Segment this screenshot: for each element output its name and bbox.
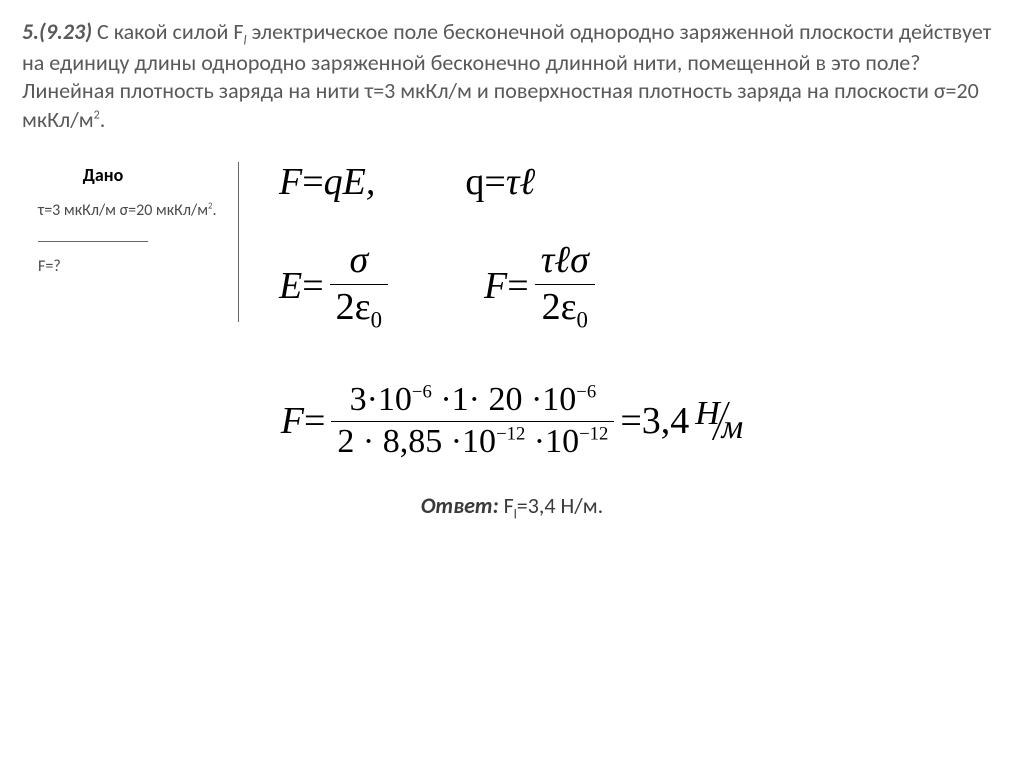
vertical-divider	[238, 162, 239, 322]
answer-label: Ответ:	[421, 492, 499, 519]
problem-statement: 5.(9.23) С какой силой Fl электрическое …	[22, 18, 1002, 134]
unit-fraction: Н ∕ м	[695, 395, 743, 447]
formula-row-1: F = qE, q = τℓ	[279, 160, 1002, 204]
given-separator	[38, 241, 148, 242]
formula-E: E = σ 2ε0	[279, 238, 394, 334]
solution-area: Дано τ=3 мкКл/м σ=20 мкКл/м2. F=? F = qE…	[22, 160, 1002, 368]
formula-row-2: E = σ 2ε0 F = τℓσ 2ε0	[279, 238, 1002, 334]
given-title: Дано	[38, 164, 168, 186]
problem-number: 5.(9.23)	[22, 18, 92, 45]
formula-F-full: F = τℓσ 2ε0	[484, 238, 601, 334]
formula-q-tl: q = τℓ	[465, 160, 535, 204]
formula-F-qE: F = qE,	[279, 160, 375, 204]
fraction: τℓσ 2ε0	[535, 238, 595, 334]
fraction: σ 2ε0	[330, 238, 388, 334]
given-question: F=?	[38, 256, 238, 278]
formulas-column: F = qE, q = τℓ E = σ 2ε0 F	[279, 160, 1002, 368]
fraction: 3·10−6 ·1· 20 ·10−6 2 · 8,85 ·10−12 ·10−…	[331, 380, 614, 463]
formula-numeric: F = 3·10−6 ·1· 20 ·10−6 2 · 8,85 ·10−12 …	[22, 380, 1002, 463]
answer-line: Ответ: Fl=3,4 Н/м.	[22, 492, 1002, 522]
given-column: Дано τ=3 мкКл/м σ=20 мкКл/м2. F=?	[22, 160, 238, 278]
given-body: τ=3 мкКл/м σ=20 мкКл/м2.	[38, 200, 238, 222]
